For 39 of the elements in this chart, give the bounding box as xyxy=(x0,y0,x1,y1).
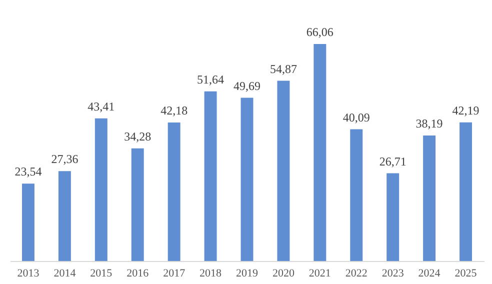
data-label: 49,69 xyxy=(234,78,260,93)
bar xyxy=(423,136,436,261)
x-tick-label: 2017 xyxy=(163,268,186,280)
x-tick-label: 2021 xyxy=(308,268,331,280)
data-label: 34,28 xyxy=(124,129,152,144)
bar xyxy=(168,122,180,261)
data-label: 40,09 xyxy=(342,110,370,124)
x-tick-label: 2019 xyxy=(236,268,258,280)
x-tick-label: 2018 xyxy=(200,268,222,280)
data-label: 66,06 xyxy=(306,25,334,39)
x-tick-label: 2016 xyxy=(126,268,150,280)
bar xyxy=(204,91,217,261)
x-tick-label: 2020 xyxy=(272,268,295,280)
x-tick-label: 2023 xyxy=(382,268,404,280)
bar xyxy=(240,98,254,261)
bar xyxy=(350,129,363,261)
x-tick-label: 2015 xyxy=(90,268,113,280)
data-label: 54,87 xyxy=(270,62,297,76)
data-label: 38,19 xyxy=(416,116,443,131)
data-label: 26,71 xyxy=(379,154,406,168)
x-tick-label: 2013 xyxy=(17,268,40,280)
bar xyxy=(94,118,108,261)
bar xyxy=(131,148,144,261)
bar xyxy=(314,44,326,261)
data-label: 23,54 xyxy=(14,164,42,179)
data-label: 42,19 xyxy=(452,103,480,118)
x-tick-label: 2022 xyxy=(345,268,368,280)
data-label: 42,18 xyxy=(160,103,188,118)
bar xyxy=(22,184,34,261)
x-tick-label: 2014 xyxy=(54,268,76,280)
data-label: 43,41 xyxy=(88,99,115,114)
bar xyxy=(386,173,400,261)
bar xyxy=(277,80,290,261)
x-tick-label: 2025 xyxy=(454,268,478,280)
data-label: 51,64 xyxy=(197,72,224,86)
data-label: 27,36 xyxy=(51,152,78,166)
x-tick-label: 2024 xyxy=(418,268,441,280)
bar xyxy=(58,171,71,261)
bar xyxy=(460,122,472,261)
